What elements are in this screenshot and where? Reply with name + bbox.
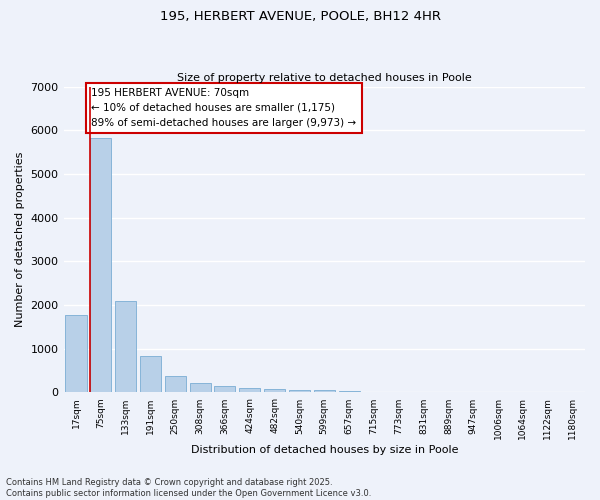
Bar xyxy=(214,386,235,392)
Bar xyxy=(338,391,359,392)
Bar xyxy=(264,389,285,392)
Bar xyxy=(115,301,136,392)
Bar xyxy=(90,138,112,392)
Bar xyxy=(314,390,335,392)
Title: Size of property relative to detached houses in Poole: Size of property relative to detached ho… xyxy=(177,73,472,83)
Bar xyxy=(65,314,86,392)
Y-axis label: Number of detached properties: Number of detached properties xyxy=(15,152,25,327)
Text: 195, HERBERT AVENUE, POOLE, BH12 4HR: 195, HERBERT AVENUE, POOLE, BH12 4HR xyxy=(160,10,440,23)
Text: 195 HERBERT AVENUE: 70sqm
← 10% of detached houses are smaller (1,175)
89% of se: 195 HERBERT AVENUE: 70sqm ← 10% of detac… xyxy=(91,88,356,128)
Bar xyxy=(289,390,310,392)
Bar xyxy=(239,388,260,392)
Bar xyxy=(190,383,211,392)
Text: Contains HM Land Registry data © Crown copyright and database right 2025.
Contai: Contains HM Land Registry data © Crown c… xyxy=(6,478,371,498)
Bar xyxy=(165,376,186,392)
Bar xyxy=(140,356,161,393)
X-axis label: Distribution of detached houses by size in Poole: Distribution of detached houses by size … xyxy=(191,445,458,455)
